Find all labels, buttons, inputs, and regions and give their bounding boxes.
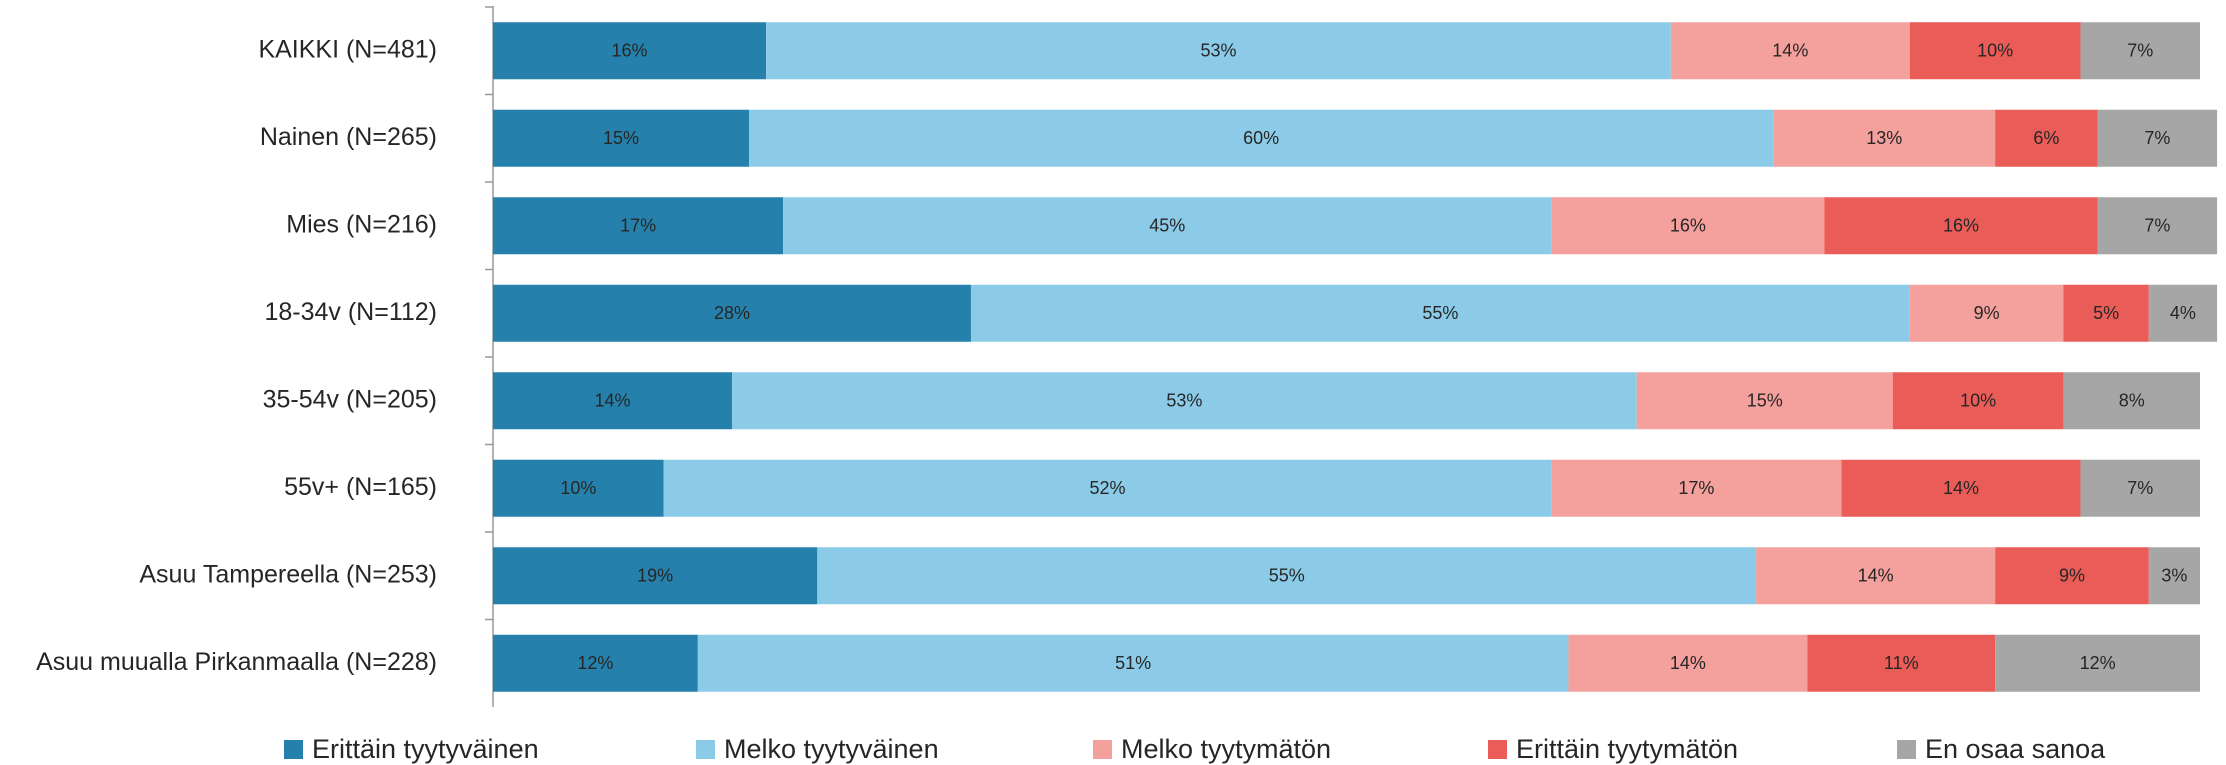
category-label: Asuu muualla Pirkanmaalla (N=228)	[36, 648, 437, 676]
data-label: 8%	[2119, 391, 2145, 411]
bar-segment	[493, 634, 698, 692]
data-label: 3%	[2161, 566, 2187, 586]
data-label: 55%	[1422, 303, 1458, 323]
bar-segment	[2097, 197, 2218, 255]
legend-label: En osaa sanoa	[1925, 734, 2106, 764]
bar-segment	[1636, 372, 1893, 430]
data-label: 45%	[1149, 216, 1185, 236]
bar-segment	[663, 459, 1552, 517]
data-label: 16%	[1670, 216, 1706, 236]
data-label: 15%	[1747, 391, 1783, 411]
data-label: 7%	[2127, 478, 2153, 498]
bar-segment	[2080, 22, 2200, 80]
data-label: 13%	[1866, 128, 1902, 148]
data-label: 55%	[1269, 566, 1305, 586]
data-label: 14%	[1772, 41, 1808, 61]
data-label: 4%	[2170, 303, 2196, 323]
bar-segment	[1670, 22, 1910, 80]
data-label: 16%	[1943, 216, 1979, 236]
data-label: 51%	[1115, 653, 1151, 673]
bar-segment	[493, 109, 750, 167]
bar-segment	[970, 284, 1910, 342]
data-label: 12%	[2080, 653, 2116, 673]
bar-segment	[1909, 284, 2064, 342]
bar-segment	[1551, 459, 1842, 517]
bar-segment	[1824, 197, 2098, 255]
category-label: 55v+ (N=165)	[284, 473, 437, 501]
bar-segment	[493, 459, 664, 517]
category-label: KAIKKI (N=481)	[258, 35, 437, 63]
bar-segment	[2063, 284, 2149, 342]
bar-segment	[1909, 22, 2081, 80]
legend-label: Erittäin tyytymätön	[1516, 734, 1738, 764]
data-label: 19%	[637, 566, 673, 586]
data-label: 12%	[577, 653, 613, 673]
data-label: 10%	[560, 478, 596, 498]
category-label: 35-54v (N=205)	[263, 385, 437, 413]
data-label: 9%	[1974, 303, 2000, 323]
data-label: 7%	[2144, 216, 2170, 236]
legend-swatch	[1488, 740, 1507, 759]
data-label: 17%	[620, 216, 656, 236]
data-label: 14%	[1943, 478, 1979, 498]
data-label: 52%	[1090, 478, 1126, 498]
data-label: 6%	[2033, 128, 2059, 148]
bar-segment	[1892, 372, 2064, 430]
category-label: 18-34v (N=112)	[264, 298, 437, 326]
category-label: Asuu Tampereella (N=253)	[139, 560, 437, 588]
bar-segment	[1551, 197, 1825, 255]
bar-segment	[1807, 634, 1996, 692]
data-label: 7%	[2127, 41, 2153, 61]
legend-swatch	[284, 740, 303, 759]
bar-segment	[1841, 459, 2081, 517]
bar-segment	[493, 547, 818, 605]
bar-segment	[817, 547, 1757, 605]
bar-segment	[1995, 634, 2200, 692]
bar-segment	[2148, 547, 2200, 605]
data-label: 53%	[1200, 41, 1236, 61]
data-label: 10%	[1960, 391, 1996, 411]
data-label: 7%	[2144, 128, 2170, 148]
bar-segment	[2080, 459, 2200, 517]
bar-segment	[493, 284, 971, 342]
bar-segment	[2063, 372, 2200, 430]
bar-segment	[493, 197, 784, 255]
data-label: 10%	[1977, 41, 2013, 61]
legend-label: Erittäin tyytyväinen	[312, 734, 539, 764]
bar-segment	[749, 109, 1774, 167]
data-label: 16%	[612, 41, 648, 61]
legend-label: Melko tyytymätön	[1121, 734, 1331, 764]
data-label: 60%	[1243, 128, 1279, 148]
bar-segment	[766, 22, 1671, 80]
data-label: 53%	[1166, 391, 1202, 411]
data-label: 14%	[594, 391, 630, 411]
data-label: 28%	[714, 303, 750, 323]
category-label: Mies (N=216)	[286, 210, 437, 238]
bar-segment	[1995, 547, 2149, 605]
data-label: 14%	[1858, 566, 1894, 586]
data-label: 15%	[603, 128, 639, 148]
bar-segment	[1756, 547, 1996, 605]
category-label: Nainen (N=265)	[260, 123, 437, 151]
data-label: 17%	[1678, 478, 1714, 498]
legend-swatch	[1093, 740, 1112, 759]
legend-swatch	[696, 740, 715, 759]
data-label: 5%	[2093, 303, 2119, 323]
bar-segment	[493, 22, 767, 80]
data-label: 11%	[1884, 653, 1919, 673]
bar-segment	[1995, 109, 2098, 167]
data-label: 9%	[2059, 566, 2085, 586]
bar-segment	[697, 634, 1569, 692]
bar-segment	[1568, 634, 1808, 692]
bar-segment	[1773, 109, 1996, 167]
bar-segment	[731, 372, 1637, 430]
legend-swatch	[1897, 740, 1916, 759]
data-label: 14%	[1670, 653, 1706, 673]
bar-segment	[2148, 284, 2218, 342]
legend-label: Melko tyytyväinen	[724, 734, 939, 764]
bar-segment	[493, 372, 732, 430]
bar-segment	[2097, 109, 2218, 167]
bar-segment	[783, 197, 1552, 255]
